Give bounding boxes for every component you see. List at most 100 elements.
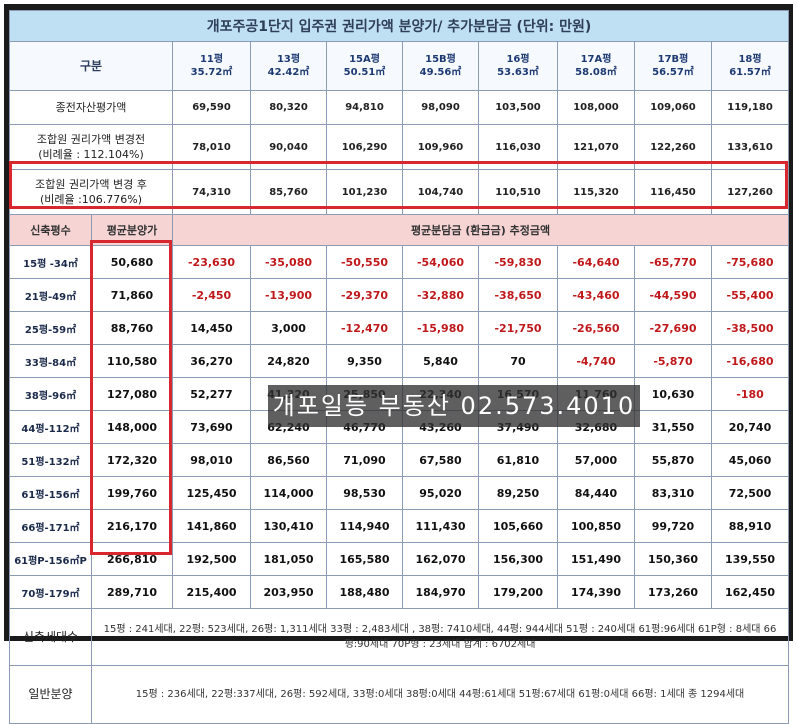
avg-price-cell: 172,320: [91, 443, 173, 477]
avg-price-cell: 289,710: [91, 575, 173, 609]
estimate-cell: 61,810: [478, 443, 558, 477]
unit-header: 15A평 50.51㎡: [326, 41, 403, 91]
data-body: 15평 -34㎡ 50,680 -23,630 -35,080 -50,550 -54,0…: [9, 245, 790, 609]
footer-text: 15평 : 241세대, 22평: 523세대, 26평: 1,311세대 33…: [90, 608, 790, 666]
estimate-cell: -27,690: [634, 311, 712, 345]
table-cell: 69,590: [172, 90, 251, 125]
table-cell: 116,450: [634, 169, 712, 215]
avg-price-cell: 266,810: [91, 542, 173, 576]
price-row-prior-asset: 종전자산평가액 69,590 80,320 94,810 98,090 103,…: [9, 90, 790, 125]
avg-price-cell: 50,680: [91, 245, 173, 279]
estimate-cell: -54,060: [402, 245, 479, 279]
avg-price-cell: 110,580: [91, 344, 173, 378]
estimate-cell: 125,450: [172, 476, 251, 510]
table-cell: 74,310: [172, 169, 251, 215]
table-cell: 110,510: [478, 169, 558, 215]
estimate-cell: 10,630: [634, 377, 712, 411]
new-pyeong-cell: 15평 -34㎡: [9, 245, 92, 279]
estimate-cell: -38,650: [478, 278, 558, 312]
table-cell: 104,740: [402, 169, 479, 215]
estimate-cell: 3,000: [250, 311, 327, 345]
footer-text: 15평 : 236세대, 22평:337세대, 26평: 592세대, 33평:…: [90, 665, 790, 724]
estimate-cell: -75,680: [710, 245, 790, 279]
estimate-cell: -2,450: [172, 278, 251, 312]
avg-price-cell: 71,860: [91, 278, 173, 312]
estimate-cell: 20,740: [710, 410, 790, 444]
estimate-cell: 98,010: [172, 443, 251, 477]
new-pyeong-cell: 70평-179㎡: [9, 575, 92, 609]
table-row: 25평-59㎡ 88,760 14,450 3,000 -12,470 -15,980 -2…: [9, 311, 790, 345]
table-row: 51평-132㎡ 172,320 98,010 86,560 71,090 67,580 6…: [9, 443, 790, 477]
table-cell: 106,290: [326, 124, 403, 170]
price-table: 개포주공1단지 입주권 권리가액 분양가/ 추가분담금 (단위: 만원) 구분 …: [8, 10, 790, 724]
avg-price-cell: 148,000: [91, 410, 173, 444]
gubun-header: 구분: [9, 41, 173, 91]
price-row-label: 조합원 권리가액 변경전 (비례율 : 112.104%): [9, 124, 173, 170]
price-row-before-change: 조합원 권리가액 변경전 (비례율 : 112.104%) 78,010 90,0…: [9, 124, 790, 170]
table-cell: 90,040: [250, 124, 327, 170]
avg-price-header: 평균분양가: [91, 214, 173, 246]
estimate-cell: 114,940: [326, 509, 403, 543]
footer-label: 일반분양: [9, 665, 92, 724]
table-cell: 78,010: [172, 124, 251, 170]
new-pyeong-cell: 51평-132㎡: [9, 443, 92, 477]
table-cell: 116,030: [478, 124, 558, 170]
estimate-cell: 36,270: [172, 344, 251, 378]
estimate-cell: 89,250: [478, 476, 558, 510]
estimate-cell: 130,410: [250, 509, 327, 543]
table-cell: 115,320: [557, 169, 635, 215]
estimate-cell: 105,660: [478, 509, 558, 543]
estimate-cell: -16,680: [710, 344, 790, 378]
estimate-cell: 86,560: [250, 443, 327, 477]
estimate-cell: 5,840: [402, 344, 479, 378]
table-row: 15평 -34㎡ 50,680 -23,630 -35,080 -50,550 -54,0…: [9, 245, 790, 279]
estimate-cell: 173,260: [634, 575, 712, 609]
new-pyeong-cell: 38평-96㎡: [9, 377, 92, 411]
table-cell: 85,760: [250, 169, 327, 215]
estimate-cell: 72,500: [710, 476, 790, 510]
estimate-cell: 84,440: [557, 476, 635, 510]
table-cell: 108,000: [557, 90, 635, 125]
estimate-cell: -38,500: [710, 311, 790, 345]
unit-header: 15B평 49.56㎡: [402, 41, 479, 91]
avg-price-cell: 216,170: [91, 509, 173, 543]
unit-header: 16평 53.63㎡: [478, 41, 558, 91]
table-row: 21평-49㎡ 71,860 -2,450 -13,900 -29,370 -32,880…: [9, 278, 790, 312]
new-pyeong-cell: 25평-59㎡: [9, 311, 92, 345]
estimate-cell: 151,490: [557, 542, 635, 576]
estimate-cell: 141,860: [172, 509, 251, 543]
header-row: 구분 11평 35.72㎡ 13평 42.42㎡ 15A평 50.51㎡ 15B평 49…: [9, 41, 790, 91]
estimate-cell: -43,460: [557, 278, 635, 312]
estimate-cell: 95,020: [402, 476, 479, 510]
footer-row-general-sale: 일반분양 15평 : 236세대, 22평:337세대, 26평: 592세대,…: [9, 665, 790, 724]
estimate-cell: -65,770: [634, 245, 712, 279]
estimate-cell: 14,450: [172, 311, 251, 345]
unit-header: 17A평 58.08㎡: [557, 41, 635, 91]
footer-label: 신축세대수: [9, 608, 92, 666]
table-row: 61평-156㎡ 199,760 125,450 114,000 98,530 95,02…: [9, 476, 790, 510]
new-pyeong-cell: 21평-49㎡: [9, 278, 92, 312]
estimate-cell: -59,830: [478, 245, 558, 279]
new-pyeong-cell: 61평P-156㎡P: [9, 542, 92, 576]
new-pyeong-cell: 66평-171㎡: [9, 509, 92, 543]
estimate-cell: 162,450: [710, 575, 790, 609]
table-container: 개포주공1단지 입주권 권리가액 분양가/ 추가분담금 (단위: 만원) 구분 …: [8, 10, 790, 724]
table-cell: 101,230: [326, 169, 403, 215]
price-row-label: 조합원 권리가액 변경 후 (비례율 :106.776%): [9, 169, 173, 215]
estimate-cell: -35,080: [250, 245, 327, 279]
estimate-cell: 100,850: [557, 509, 635, 543]
estimate-cell: 165,580: [326, 542, 403, 576]
table-title: 개포주공1단지 입주권 권리가액 분양가/ 추가분담금 (단위: 만원): [8, 10, 790, 42]
estimate-cell: 174,390: [557, 575, 635, 609]
price-row-after-change: 조합원 권리가액 변경 후 (비례율 :106.776%) 74,310 85,7…: [9, 169, 790, 215]
table-frame: 개포주공1단지 입주권 권리가액 분양가/ 추가분담금 (단위: 만원) 구분 …: [4, 4, 793, 724]
new-pyeong-cell: 61평-156㎡: [9, 476, 92, 510]
table-cell: 103,500: [478, 90, 558, 125]
unit-header: 13평 42.42㎡: [250, 41, 327, 91]
estimate-cell: -55,400: [710, 278, 790, 312]
table-cell: 119,180: [710, 90, 790, 125]
estimate-cell: 192,500: [172, 542, 251, 576]
estimate-cell: 67,580: [402, 443, 479, 477]
table-cell: 98,090: [402, 90, 479, 125]
estimate-cell: 111,430: [402, 509, 479, 543]
